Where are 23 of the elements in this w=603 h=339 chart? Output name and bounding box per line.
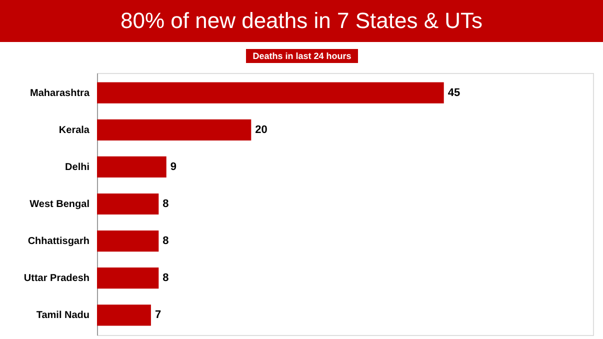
data-label: 8 [162,235,169,248]
bar [97,193,159,215]
data-label: 8 [162,198,169,210]
y-tick-label: Uttar Pradesh [24,273,90,284]
y-tick-label: West Bengal [30,199,90,210]
bar [97,119,252,140]
y-tick-label: Chhattisgarh [28,236,90,248]
data-label: 45 [448,86,460,99]
data-label: 20 [255,124,268,136]
bar [97,268,159,289]
y-tick-label: Delhi [65,162,90,173]
bar [97,304,151,326]
data-label: 7 [154,309,162,322]
data-label: 8 [162,272,169,284]
data-label: 9 [170,160,176,173]
chart-subtitle: Deaths in last 24 hours [252,51,352,61]
y-tick-label: Maharashtra [30,88,90,99]
bar [97,230,159,252]
y-tick-label: Tamil Nadu [36,310,90,322]
y-tick-label: Kerala [58,124,90,136]
chart-title: 80% of new deaths in 7 States & UTs [120,8,482,33]
bar [97,156,166,178]
bar [97,82,444,104]
